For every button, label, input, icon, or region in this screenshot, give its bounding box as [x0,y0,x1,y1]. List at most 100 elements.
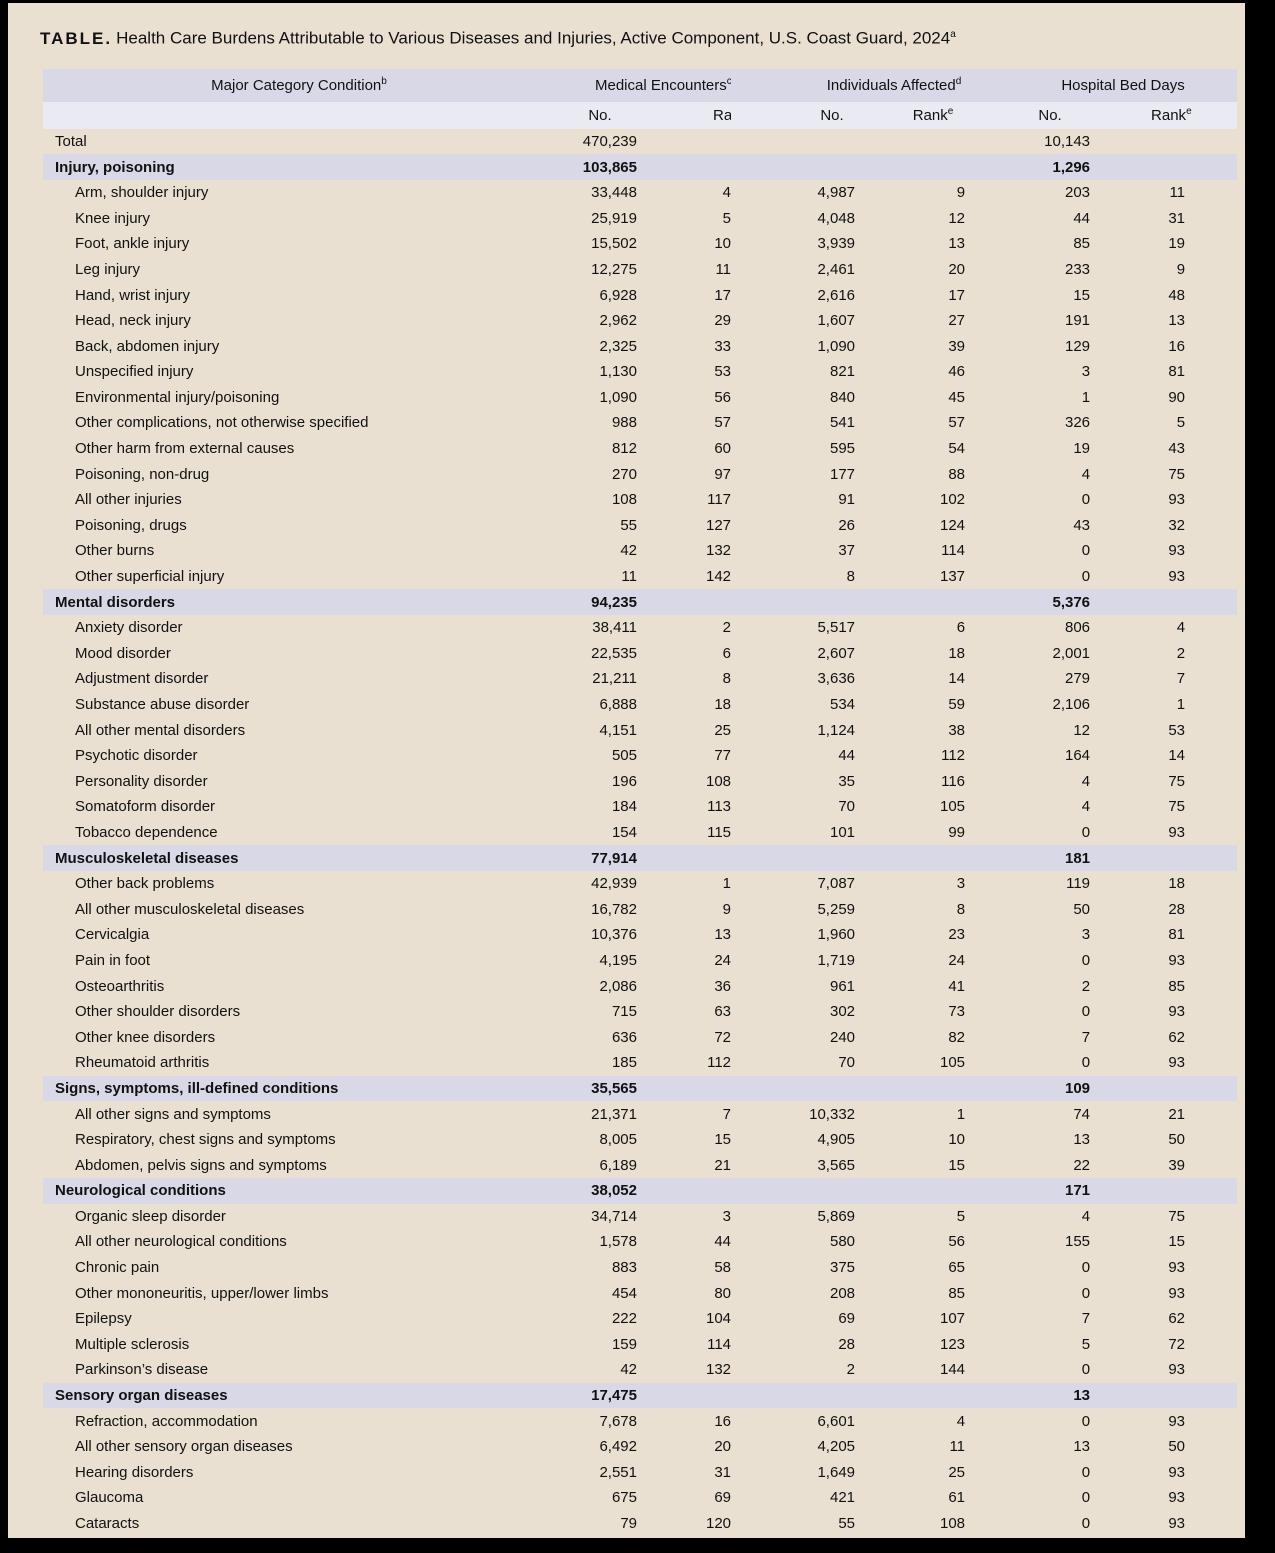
hospital-bed-days-no-cell: 3 [1081,926,1091,944]
hospital-bed-days-rank-cell: 75 [1168,772,1186,790]
table-row: Unspecified injury 1,130 53 821 46 3 81 [43,359,1237,385]
col-header-hospital-bed-days: Hospital Bed Days [965,68,1238,102]
individuals-affected-no-cell: 70 [838,1054,856,1072]
condition-label: Musculoskeletal diseases [43,845,543,871]
medical-encounters-no-cell: 38,052 [543,1178,637,1204]
individuals-affected-rank-cell: 61 [948,1489,966,1507]
hospital-bed-days-rank-cell: 75 [1168,798,1186,816]
medical-encounters-no-cell: 79 [620,1515,637,1533]
medical-encounters-no-cell: 94,235 [543,589,637,615]
hospital-bed-days-no-cell: 4 [1081,465,1091,483]
page-title: TABLE. Health Care Burdens Attributable t… [40,25,1245,49]
table-row: Poisoning, drugs 55 127 26 124 43 32 [43,513,1237,539]
medical-encounters-rank-cell [637,1178,732,1204]
hospital-bed-days-no-cell: 0 [1081,1412,1091,1430]
hospital-bed-days-rank-cell: 93 [1168,1412,1186,1430]
condition-label: Poisoning, drugs [75,516,187,534]
individuals-affected-rank-cell: 108 [940,1515,966,1533]
condition-label: Osteoarthritis [75,977,165,995]
individuals-affected-rank-cell: 114 [941,542,966,560]
medical-encounters-rank-cell [637,154,732,180]
individuals-affected-rank-cell [855,1075,966,1102]
condition-label: Other back problems [75,875,215,893]
table-body: Total 470,239 10,143 Injury, poisoning 1… [43,129,1238,1537]
individuals-affected-no-cell: 2,607 [817,644,856,662]
hospital-bed-days-no-cell: 13 [1073,1438,1091,1456]
hospital-bed-days-no-cell: 74 [1073,1105,1091,1123]
medical-encounters-rank-cell: 18 [714,696,732,714]
condition-label: Multiple sclerosis [75,1335,190,1353]
individuals-affected-no-cell: 821 [829,363,856,381]
medical-encounters-rank-cell: 57 [714,414,732,432]
individuals-affected-no-cell: 26 [838,516,856,534]
hospital-bed-days-rank-cell [1090,154,1238,180]
table-row: Foot, ankle injury 15,502 10 3,939 13 85… [43,231,1237,257]
hospital-bed-days-no-cell: 15 [1073,286,1091,304]
hospital-bed-days-rank-cell: 39 [1168,1156,1186,1174]
condition-label: Somatoform disorder [75,798,216,816]
hospital-bed-days-rank-cell: 21 [1168,1105,1186,1123]
individuals-affected-rank-cell: 18 [948,644,966,662]
condition-label: Poisoning, non-drug [75,465,210,483]
hospital-bed-days-no-cell: 19 [1073,440,1091,458]
individuals-affected-no-cell: 44 [838,747,856,765]
hospital-bed-days-rank-cell: 93 [1168,542,1186,560]
table-row: Abdomen, pelvis signs and symptoms 6,189… [43,1152,1237,1178]
hospital-bed-days-rank-cell [1090,589,1238,615]
condition-label: Mental disorders [43,589,543,615]
individuals-affected-no-cell: 6,601 [817,1412,856,1430]
table-row: Other knee disorders 636 72 240 82 7 62 [43,1024,1237,1050]
medical-encounters-rank-cell [637,1075,732,1102]
individuals-affected-rank-cell: 17 [948,286,966,304]
hospital-bed-days-rank-cell: 81 [1168,363,1186,381]
table-row: Environmental injury/poisoning 1,090 56 … [43,385,1237,411]
individuals-affected-rank-cell: 124 [940,516,966,534]
medical-encounters-rank-cell: 114 [707,1335,732,1353]
hospital-bed-days-no-cell: 85 [1073,235,1091,253]
medical-encounters-no-cell: 12,275 [591,260,637,278]
medical-encounters-rank-cell: 16 [714,1412,732,1430]
individuals-affected-rank-cell: 123 [940,1335,966,1353]
individuals-affected-no-cell: 580 [829,1233,856,1251]
medical-encounters-no-cell: 7,678 [599,1412,637,1430]
medical-encounters-rank-cell: 56 [714,388,732,406]
sub-header-ia-rank: Ranke [855,101,966,129]
hospital-bed-days-no-cell: 0 [1081,1003,1091,1021]
medical-encounters-rank-cell: 17 [714,286,732,304]
table-row: Arm, shoulder injury 33,448 4 4,987 9 20… [43,180,1237,206]
footnote-marker-a: a [950,29,956,40]
individuals-affected-no-cell: 302 [829,1003,856,1021]
individuals-affected-rank-cell: 107 [940,1310,966,1328]
medical-encounters-no-cell: 470,239 [582,132,637,150]
individuals-affected-no-cell: 5,259 [817,900,856,918]
medical-encounters-rank-cell: 104 [705,1310,732,1328]
condition-label: Other shoulder disorders [75,1003,241,1021]
medical-encounters-no-cell: 222 [611,1310,637,1328]
individuals-affected-no-cell: 5,517 [817,619,856,637]
medical-encounters-rank-cell [637,845,732,871]
hospital-bed-days-no-cell: 109 [965,1075,1091,1102]
col-header-individuals-affected: Individuals Affectedd [731,68,966,102]
medical-encounters-rank-cell: 8 [722,670,732,688]
table-row: Parkinson’s disease 42 132 2 144 0 93 [43,1357,1237,1383]
footnote-marker-c: c [726,76,732,88]
hospital-bed-days-no-cell: 0 [1081,1489,1091,1507]
medical-encounters-rank-cell: 80 [714,1284,732,1302]
condition-label: Parkinson’s disease [75,1361,209,1379]
sub-header-ia-no: No. [731,101,856,129]
table-header: Major Category Conditionb Medical Encoun… [43,68,1238,129]
table-row: Pain in foot 4,195 24 1,719 24 0 93 [43,948,1237,974]
individuals-affected-rank-cell: 5 [956,1207,966,1225]
medical-encounters-no-cell: 8,005 [599,1131,637,1149]
medical-encounters-rank-cell: 7 [722,1105,732,1123]
medical-encounters-no-cell: 6,928 [599,286,637,304]
condition-label: Epilepsy [75,1310,132,1328]
individuals-affected-no-cell: 208 [829,1284,856,1302]
medical-encounters-no-cell: 16,782 [591,900,637,918]
hospital-bed-days-rank-cell: 43 [1168,440,1186,458]
medical-encounters-rank-cell: 97 [714,465,732,483]
hospital-bed-days-no-cell: 13 [965,1382,1091,1409]
medical-encounters-no-cell: 77,914 [543,845,637,871]
medical-encounters-rank-cell: 31 [714,1463,732,1481]
